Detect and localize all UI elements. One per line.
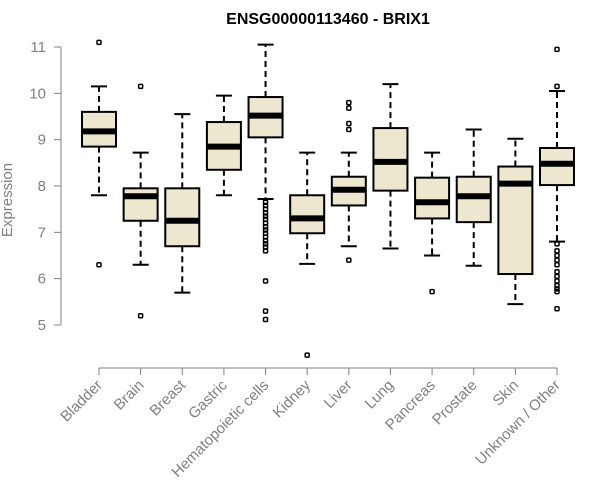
outlier-point (304, 352, 310, 358)
outlier-point (554, 46, 560, 53)
outlier-point (429, 288, 435, 295)
outlier-point (554, 257, 560, 263)
y-tick-label: 8 (38, 178, 46, 195)
outlier-point (137, 83, 144, 90)
plot-area (81, 39, 575, 358)
y-tick-label: 11 (30, 39, 46, 56)
outlier-point (137, 312, 144, 319)
outlier-point (262, 210, 269, 216)
outlier-point (554, 273, 560, 280)
outlier-point (554, 282, 560, 289)
y-tick-label: 9 (38, 132, 46, 149)
box-group (330, 99, 367, 263)
box-group (122, 83, 159, 319)
outlier-point (554, 248, 560, 254)
x-tick-label: Lung (362, 377, 398, 413)
box-group (205, 94, 242, 197)
box-group (81, 39, 117, 268)
outlier-point (346, 105, 352, 111)
outlier-point (262, 227, 269, 233)
x-tick-label: Liver (321, 377, 356, 412)
outlier-point (554, 252, 560, 259)
box-group (455, 128, 492, 267)
outlier-point (96, 262, 102, 268)
outlier-point (262, 278, 269, 284)
box-group (539, 46, 575, 312)
x-tick-label: Brain (111, 377, 148, 414)
outlier-point (346, 126, 352, 133)
box-iqr (455, 175, 492, 224)
box-group (247, 43, 284, 323)
y-tick-label: 10 (29, 85, 46, 102)
outlier-point (554, 306, 560, 312)
x-tick-label: Prostate (429, 377, 481, 429)
x-tick-label: Breast (146, 376, 189, 419)
chart-title: ENSG00000113460 - BRIX1 (226, 11, 430, 28)
outlier-point (262, 241, 269, 247)
outlier-point (554, 278, 560, 284)
y-tick-label: 5 (38, 317, 46, 334)
box-iqr (414, 176, 451, 220)
outlier-point (262, 213, 269, 219)
box-iqr (122, 187, 159, 222)
outlier-point (554, 288, 560, 295)
outlier-point (262, 316, 269, 323)
outlier-point (554, 286, 560, 292)
outlier-point (554, 262, 560, 268)
box-group (372, 83, 409, 250)
outlier-point (346, 120, 352, 127)
box-group (289, 151, 326, 358)
box-group (497, 137, 534, 306)
box-iqr (164, 187, 201, 248)
y-tick-label: 6 (38, 271, 46, 288)
outlier-point (96, 39, 102, 46)
outlier-point (554, 83, 560, 90)
outlier-point (262, 237, 269, 244)
outlier-point (262, 199, 269, 205)
outlier-point (262, 308, 269, 314)
y-tick-label: 7 (38, 224, 46, 241)
box-group (164, 113, 201, 294)
outlier-point (346, 99, 352, 106)
box-group (414, 151, 451, 295)
x-tick-label: Skin (490, 377, 523, 410)
y-axis-label: Expression (0, 163, 16, 237)
outlier-point (262, 248, 269, 254)
outlier-point (554, 241, 560, 247)
outlier-point (262, 224, 269, 230)
outlier-point (554, 268, 560, 275)
x-tick-label: Kidney (270, 376, 315, 421)
x-tick-label: Bladder (57, 377, 106, 426)
box-iqr (289, 194, 326, 235)
y-axis: 5 6 7 8 9 10 11 (29, 39, 62, 334)
outlier-point (346, 257, 352, 263)
